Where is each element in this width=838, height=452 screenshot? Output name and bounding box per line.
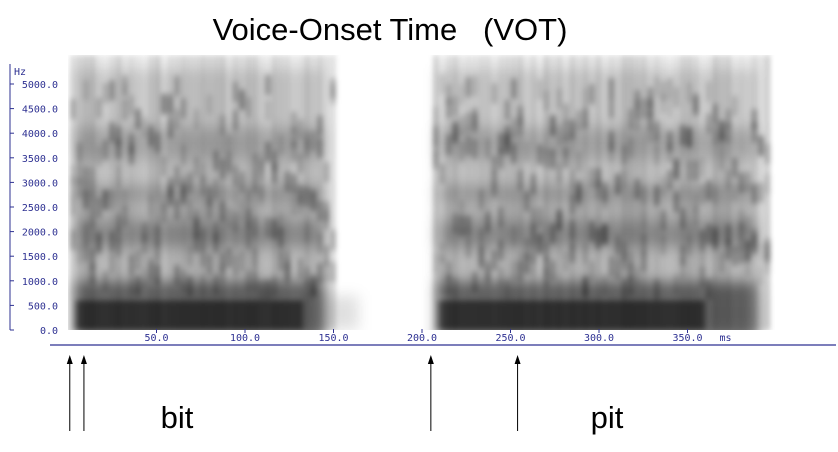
onset-arrow — [514, 355, 521, 431]
x-tick-label: 250.0 — [495, 333, 525, 344]
y-tick-label: 1000.0 — [22, 277, 58, 288]
y-tick-label: 500.0 — [28, 301, 58, 312]
chart-title: Voice-Onset Time (VOT) — [213, 12, 568, 47]
word-label-bit: bit — [161, 400, 194, 435]
y-tick-label: 3500.0 — [22, 154, 58, 165]
word-labels: bit pit — [161, 400, 624, 435]
y-axis-unit: Hz — [14, 67, 26, 78]
word-label-pit: pit — [591, 400, 624, 435]
y-tick-label: 2000.0 — [22, 228, 58, 239]
x-tick-label: 150.0 — [318, 333, 348, 344]
y-tick-label: 4500.0 — [22, 105, 58, 116]
y-tick-label: 0.0 — [40, 326, 58, 337]
onset-arrow — [80, 355, 87, 431]
onset-arrow — [427, 355, 434, 431]
onset-arrow — [66, 355, 73, 431]
y-tick-label: 1500.0 — [22, 252, 58, 263]
y-tick-label: 4000.0 — [22, 129, 58, 140]
y-tick-label: 5000.0 — [22, 80, 58, 91]
y-tick-label: 3000.0 — [22, 178, 58, 189]
y-axis: Hz 0.0 500.0 1000.0 1500.0 2000.0 2500.0 3000.0… — [9, 64, 58, 337]
x-tick-label: 300.0 — [584, 333, 614, 344]
x-tick-label: 100.0 — [230, 333, 260, 344]
spectrogram-image — [71, 55, 770, 330]
x-axis: 50.0 100.0 150.0 200.0 250.0 300.0 350.0 ms — [50, 329, 836, 346]
x-tick-label: 200.0 — [407, 333, 437, 344]
y-tick-label: 2500.0 — [22, 203, 58, 214]
x-axis-unit: ms — [720, 333, 732, 344]
x-tick-label: 50.0 — [144, 333, 168, 344]
onset-markers — [66, 355, 521, 431]
x-tick-label: 350.0 — [672, 333, 702, 344]
